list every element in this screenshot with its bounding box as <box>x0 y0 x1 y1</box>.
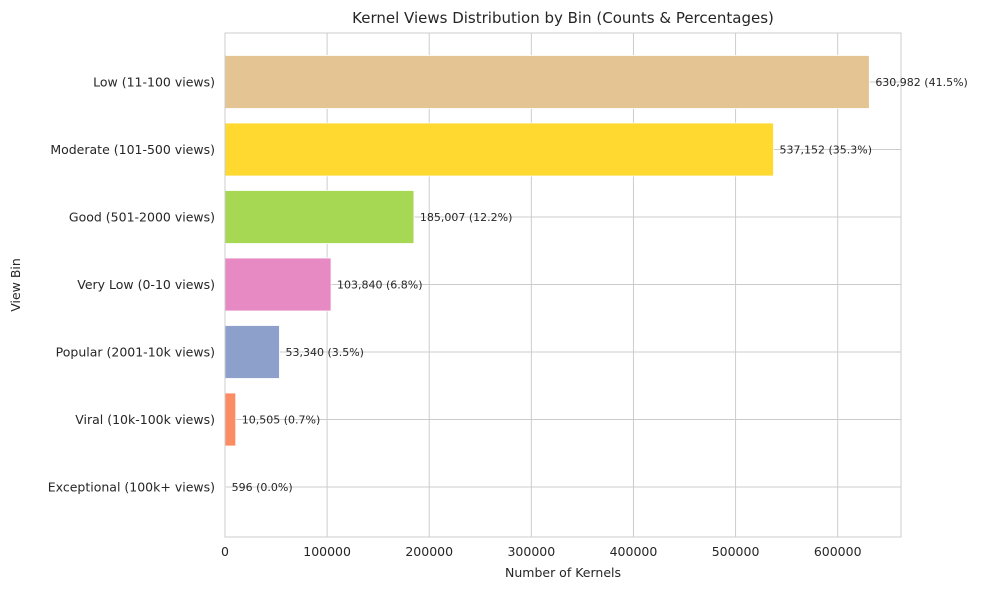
y-tick-label: Good (501-2000 views) <box>69 210 215 225</box>
x-tick-label: 100000 <box>303 544 351 559</box>
grid-lines <box>224 33 901 537</box>
bar <box>224 257 332 312</box>
x-tick-label: 300000 <box>507 544 555 559</box>
bar-data-label: 103,840 (6.8%) <box>337 279 423 292</box>
y-tick-label: Exceptional (100k+ views) <box>48 480 215 495</box>
bar <box>224 122 774 177</box>
x-tick-labels: 0 100000 200000 300000 400000 500000 600000 <box>221 544 862 559</box>
bar-data-label: 537,152 (35.3%) <box>780 144 873 157</box>
x-tick-label: 500000 <box>712 544 760 559</box>
x-tick-label: 600000 <box>814 544 862 559</box>
bar-data-label: 596 (0.0%) <box>232 481 293 494</box>
x-axis-label: Number of Kernels <box>505 565 621 580</box>
bar <box>224 392 237 447</box>
bar <box>224 55 870 109</box>
bar <box>224 325 280 379</box>
x-tick-label: 0 <box>221 544 229 559</box>
x-tick-label: 200000 <box>405 544 453 559</box>
y-axis-label: View Bin <box>8 258 23 312</box>
bar-data-label: 53,340 (3.5%) <box>285 346 364 359</box>
bar-data-label: 10,505 (0.7%) <box>242 414 321 427</box>
chart-title: Kernel Views Distribution by Bin (Counts… <box>352 9 774 27</box>
data-labels: 630,982 (41.5%) 537,152 (35.3%) 185,007 (1… <box>232 76 968 494</box>
y-tick-label: Viral (10k-100k views) <box>75 412 215 427</box>
bar-data-label: 185,007 (12.2%) <box>420 211 513 224</box>
y-tick-label: Low (11-100 views) <box>93 75 215 90</box>
x-tick-label: 400000 <box>610 544 658 559</box>
y-tick-labels: Low (11-100 views) Moderate (101-500 view… <box>48 75 215 495</box>
bar-data-label: 630,982 (41.5%) <box>875 76 968 89</box>
plot-frame <box>224 32 902 538</box>
y-tick-label: Moderate (101-500 views) <box>50 142 215 157</box>
y-tick-label: Very Low (0-10 views) <box>77 277 215 292</box>
bars <box>224 55 870 514</box>
y-tick-label: Popular (2001-10k views) <box>56 345 215 360</box>
bar <box>224 190 415 244</box>
